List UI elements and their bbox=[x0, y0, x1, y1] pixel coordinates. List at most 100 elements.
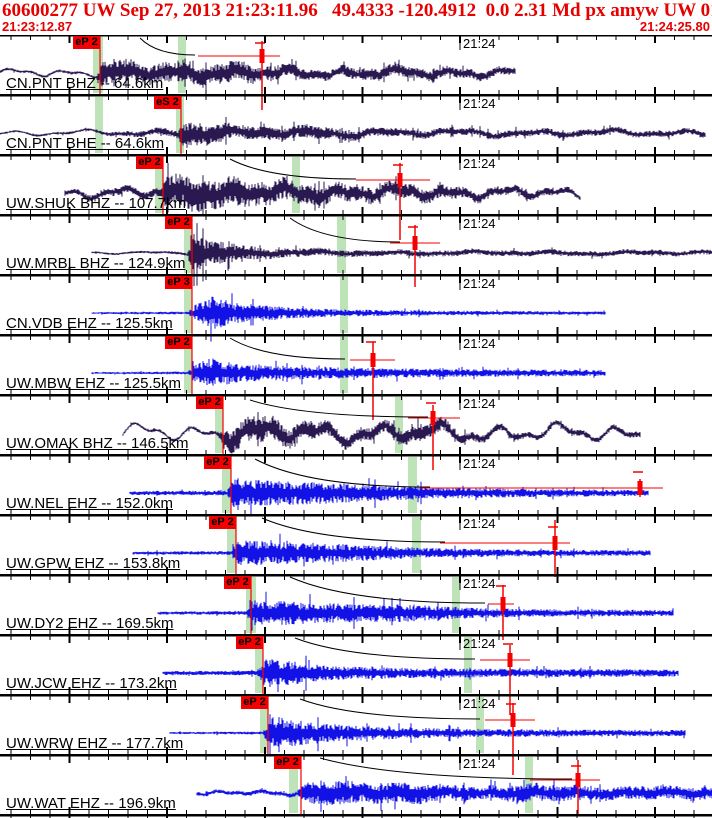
time-ruler bbox=[0, 694, 712, 697]
coda-end-marker-handle[interactable] bbox=[430, 411, 436, 425]
time-ruler bbox=[0, 334, 712, 337]
coda-end-marker-handle[interactable] bbox=[637, 481, 643, 495]
minute-label: 21:24 bbox=[463, 336, 496, 351]
station-label: UW.WAT EHZ -- 196.9km bbox=[6, 795, 176, 812]
pick-window-band bbox=[340, 277, 348, 333]
pick-window-band bbox=[412, 517, 421, 573]
pick-flag[interactable]: eP 3 bbox=[165, 276, 192, 289]
pick-window-band bbox=[222, 457, 231, 513]
waveform-trace bbox=[129, 478, 649, 516]
waveform-trace bbox=[169, 714, 686, 757]
station-label: UW.DY2 EHZ -- 169.5km bbox=[6, 615, 174, 632]
time-ruler bbox=[0, 94, 712, 97]
waveform-trace bbox=[196, 776, 712, 812]
pick-window-band bbox=[155, 157, 163, 213]
time-ruler bbox=[0, 214, 712, 217]
pick-window-band bbox=[452, 577, 460, 633]
time-ruler bbox=[0, 394, 712, 397]
pick-window-band bbox=[184, 217, 192, 273]
pick-flag[interactable]: eP 2 bbox=[136, 156, 163, 169]
time-ruler bbox=[0, 274, 712, 277]
window-end-time: 21:24:25.80 bbox=[639, 19, 710, 34]
coda-end-marker-handle[interactable] bbox=[397, 173, 403, 187]
waveform-trace bbox=[91, 223, 712, 286]
pick-window-band bbox=[255, 637, 263, 693]
station-label: CN.VDB EHZ -- 125.5km bbox=[6, 315, 173, 332]
pick-flag[interactable]: eP 2 bbox=[165, 216, 192, 229]
minute-label: 21:24 bbox=[463, 516, 496, 531]
coda-end-marker-handle[interactable] bbox=[575, 773, 581, 787]
pick-flag[interactable]: eS 2 bbox=[154, 96, 181, 109]
pick-window-band bbox=[95, 97, 103, 153]
waveform-trace bbox=[64, 162, 581, 223]
pick-window-band bbox=[227, 517, 236, 573]
coda-decay-curve bbox=[319, 757, 573, 780]
coda-decay-curve bbox=[294, 637, 476, 660]
coda-end-marker-handle[interactable] bbox=[412, 236, 418, 250]
time-ruler bbox=[0, 514, 712, 517]
waveform-trace bbox=[0, 58, 516, 91]
minute-label: 21:24 bbox=[463, 96, 496, 111]
station-label: CN.PNT BHE -- 64.6km bbox=[6, 135, 165, 152]
coda-end-marker-handle[interactable] bbox=[510, 713, 516, 727]
coda-decay-curve bbox=[249, 399, 429, 418]
coda-end-marker-handle[interactable] bbox=[500, 597, 506, 611]
minute-label: 21:24 bbox=[463, 396, 496, 411]
station-label: UW.WRW EHZ -- 177.7km bbox=[6, 735, 184, 752]
minute-label: 21:24 bbox=[463, 216, 496, 231]
pick-window-band bbox=[184, 277, 192, 333]
time-ruler bbox=[0, 634, 712, 637]
minute-label: 21:24 bbox=[463, 696, 496, 711]
station-label: CN.PNT BHZ -- 64.6km bbox=[6, 75, 164, 92]
pick-flag[interactable]: eP 2 bbox=[209, 516, 236, 529]
event-header: 60600277 UW Sep 27, 2013 21:23:11.96 49.… bbox=[2, 0, 712, 21]
minute-label: 21:24 bbox=[463, 636, 496, 651]
pick-window-band bbox=[184, 337, 192, 393]
waveform-trace bbox=[0, 117, 706, 148]
coda-decay-curve bbox=[229, 158, 357, 180]
time-ruler bbox=[0, 35, 712, 37]
pick-flag[interactable]: eP 2 bbox=[165, 336, 192, 349]
coda-end-marker-handle[interactable] bbox=[370, 353, 376, 367]
minute-label: 21:24 bbox=[463, 36, 496, 51]
coda-end-marker-handle[interactable] bbox=[259, 49, 265, 63]
station-label: UW.MRBL BHZ -- 124.9km bbox=[6, 255, 186, 272]
coda-decay-curve bbox=[229, 337, 346, 360]
pick-flag[interactable]: eP 2 bbox=[73, 36, 100, 49]
coda-decay-curve bbox=[254, 458, 431, 488]
pick-window-band bbox=[176, 97, 184, 153]
coda-decay-curve bbox=[289, 576, 486, 604]
station-label: UW.MBW EHZ -- 125.5km bbox=[6, 375, 182, 392]
pick-window-band bbox=[464, 637, 472, 693]
waveform-trace bbox=[162, 655, 679, 693]
waveform-trace bbox=[132, 533, 651, 567]
waveform-trace bbox=[122, 412, 641, 454]
waveform-trace bbox=[157, 591, 674, 631]
pick-flag[interactable]: eP 2 bbox=[196, 396, 223, 409]
pick-window-band bbox=[408, 457, 417, 513]
pick-window-band bbox=[93, 37, 103, 93]
minute-label: 21:24 bbox=[463, 456, 496, 471]
pick-window-band bbox=[476, 697, 484, 753]
coda-end-marker-handle[interactable] bbox=[507, 653, 513, 667]
time-ruler bbox=[0, 814, 712, 817]
window-start-time: 21:23:12.87 bbox=[2, 19, 73, 34]
pick-flag[interactable]: eP 2 bbox=[241, 696, 268, 709]
station-label: UW.OMAK BHZ -- 146.5km bbox=[6, 435, 189, 452]
pick-window-band bbox=[395, 397, 403, 453]
coda-decay-curve bbox=[139, 37, 196, 56]
pick-flag[interactable]: eP 2 bbox=[204, 456, 231, 469]
pick-window-band bbox=[289, 757, 298, 813]
pick-window-band bbox=[340, 337, 348, 393]
minute-label: 21:24 bbox=[463, 276, 496, 291]
seismogram-canvas bbox=[0, 35, 712, 818]
pick-flag[interactable]: eP 2 bbox=[236, 636, 263, 649]
coda-end-marker-handle[interactable] bbox=[552, 536, 558, 550]
pick-flag[interactable]: eP 2 bbox=[274, 756, 301, 769]
pick-window-band bbox=[292, 157, 300, 213]
pick-flag[interactable]: eP 2 bbox=[224, 576, 251, 589]
time-ruler bbox=[0, 454, 712, 457]
time-ruler bbox=[0, 574, 712, 577]
minute-label: 21:24 bbox=[463, 576, 496, 591]
